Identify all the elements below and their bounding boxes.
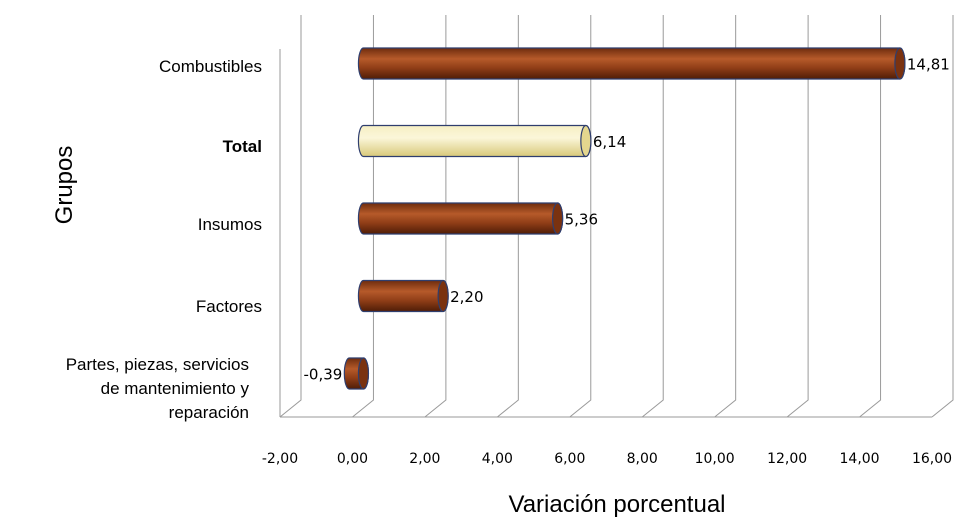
x-tick-labels: -2,00 0,00 2,00 4,00 6,00 8,00 10,00 12,00 14,00… <box>262 451 952 467</box>
bar-end-cap <box>551 202 564 235</box>
bar <box>357 47 906 80</box>
gridline <box>279 15 302 418</box>
bar <box>357 202 564 235</box>
y-axis-title: Grupos <box>51 146 78 225</box>
data-label: 5,36 <box>565 211 598 229</box>
category-label: Factores <box>196 297 262 316</box>
gridline <box>859 15 882 418</box>
bar-end-cap <box>437 279 449 313</box>
x-tick-label: 8,00 <box>627 451 658 467</box>
bar-end-cap <box>580 124 592 158</box>
data-label: 6,14 <box>593 133 626 151</box>
data-label: -0,39 <box>304 366 343 384</box>
bars: 14,81 6,14 5,36 2,20 -0,39 <box>304 47 950 390</box>
x-tick-label: 0,00 <box>337 451 368 467</box>
bar-end-cap <box>894 47 906 80</box>
x-tick-label: 14,00 <box>840 451 880 467</box>
x-tick-label: -2,00 <box>262 451 298 467</box>
bar <box>343 357 370 390</box>
x-tick-label: 10,00 <box>695 451 735 467</box>
category-labels: Combustibles Total Insumos Factores Partes, … <box>66 57 262 422</box>
grid-lines <box>279 15 954 418</box>
data-label: 2,20 <box>450 288 483 306</box>
gridline <box>714 15 737 418</box>
gridline <box>931 15 954 418</box>
bar-body <box>357 47 906 80</box>
bar-body <box>357 124 592 158</box>
gridline <box>786 15 809 418</box>
bar-body <box>357 279 449 313</box>
x-tick-label: 6,00 <box>554 451 585 467</box>
x-tick-label: 16,00 <box>912 451 952 467</box>
bar <box>357 279 449 313</box>
category-label: Combustibles <box>159 57 262 76</box>
category-label: Partes, piezas, servicios de mantenimient… <box>66 355 250 422</box>
x-tick-label: 12,00 <box>767 451 807 467</box>
bar <box>357 124 592 158</box>
data-label: 14,81 <box>907 56 950 74</box>
x-tick-label: 2,00 <box>409 451 440 467</box>
bar-end-cap <box>357 357 370 390</box>
gridline <box>641 15 664 418</box>
category-label: Total <box>223 137 262 156</box>
x-axis-title: Variación porcentual <box>508 491 725 518</box>
category-label: Insumos <box>198 215 262 234</box>
bar-body <box>357 202 564 235</box>
x-tick-label: 4,00 <box>482 451 513 467</box>
